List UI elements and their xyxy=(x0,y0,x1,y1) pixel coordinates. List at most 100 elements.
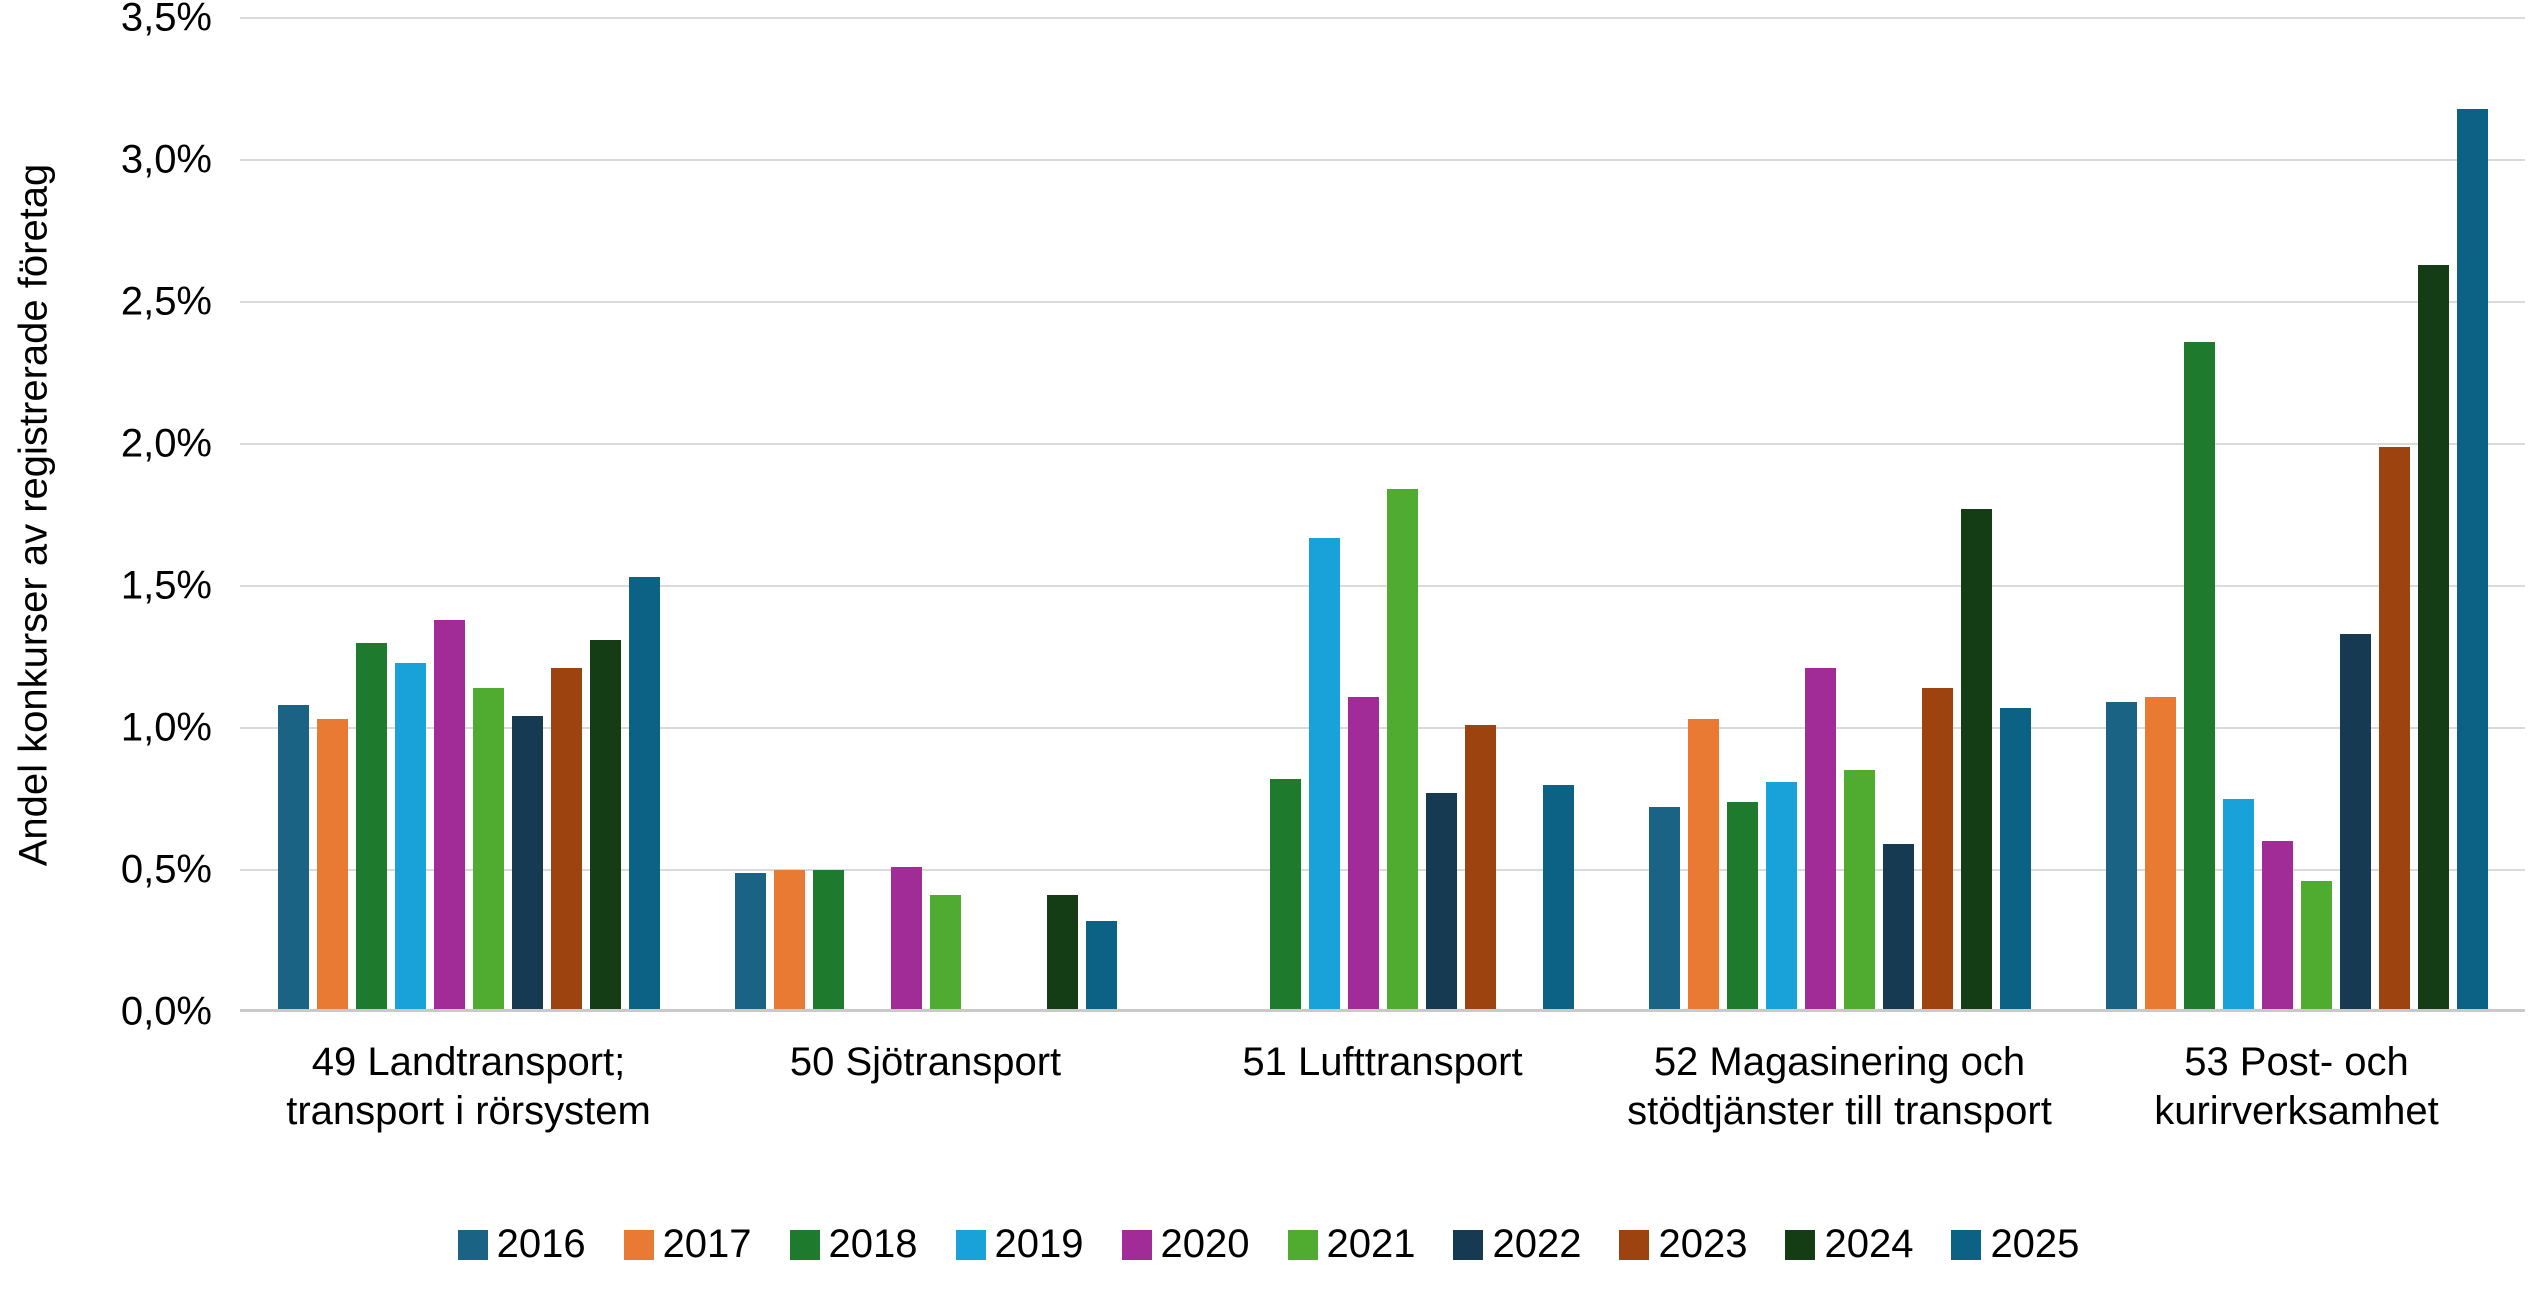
bar-2020 xyxy=(1804,668,1836,1009)
gridline-0,5% xyxy=(240,869,2525,871)
bar-2017 xyxy=(316,719,348,1009)
legend-label: 2025 xyxy=(1990,1222,2080,1266)
bar-2021 xyxy=(929,895,961,1009)
gridline-1,0% xyxy=(240,727,2525,729)
legend-swatch-icon xyxy=(789,1229,820,1260)
y-tick-label: 3,5% xyxy=(120,0,212,40)
legend-label: 2023 xyxy=(1658,1222,1748,1266)
legend-label: 2020 xyxy=(1160,1222,1250,1266)
legend-swatch-icon xyxy=(1951,1229,1982,1260)
bar-2020 xyxy=(433,620,465,1009)
bar-2019 xyxy=(394,663,426,1009)
gridline-3,0% xyxy=(240,159,2525,161)
bar-2022 xyxy=(511,716,543,1009)
bar-2018 xyxy=(355,643,387,1009)
bar-2017 xyxy=(2144,697,2176,1009)
legend-label: 2022 xyxy=(1492,1222,1582,1266)
legend-label: 2016 xyxy=(496,1222,586,1266)
legend-swatch-icon xyxy=(1785,1229,1816,1260)
bar-2024 xyxy=(1960,509,1992,1009)
legend-item-2024: 2024 xyxy=(1785,1222,1913,1267)
bar-2019 xyxy=(1765,782,1797,1009)
legend-item-2019: 2019 xyxy=(955,1222,1084,1267)
bar-2025 xyxy=(1999,708,2031,1009)
gridline-2,0% xyxy=(240,443,2525,445)
bar-2019 xyxy=(2222,799,2254,1009)
bar-2025 xyxy=(1085,921,1117,1009)
x-axis-category-labels: 49 Landtransport; transport i rörsystem 5… xyxy=(240,1038,2525,1136)
legend-item-2022: 2022 xyxy=(1453,1222,1581,1267)
legend-item-2016: 2016 xyxy=(457,1222,586,1267)
y-tick-label: 2,5% xyxy=(120,279,212,324)
bar-2024 xyxy=(2417,265,2449,1009)
bar-2019 xyxy=(1308,538,1340,1009)
bar-2017 xyxy=(1687,719,1719,1009)
bar-2018 xyxy=(1269,779,1301,1009)
bar-2025 xyxy=(628,577,660,1009)
x-category-label: 52 Magasinering och stödtjänster till tr… xyxy=(1627,1040,2052,1133)
bar-2022 xyxy=(1882,844,1914,1009)
legend-label: 2021 xyxy=(1326,1222,1416,1266)
bar-2018 xyxy=(2183,342,2215,1009)
legend-swatch-icon xyxy=(1121,1229,1152,1260)
y-axis-tick-labels: 0,0% 0,5% 1,0% 1,5% 2,0% 2,5% 3,0% 3,5% xyxy=(0,0,212,1034)
legend-label: 2019 xyxy=(994,1222,1084,1266)
legend-item-2025: 2025 xyxy=(1951,1222,2079,1267)
bar-2021 xyxy=(472,688,504,1009)
bar-2021 xyxy=(1386,489,1418,1009)
bar-group-5 xyxy=(2068,18,2525,1009)
bar-2017 xyxy=(773,870,805,1009)
legend-label: 2018 xyxy=(828,1222,918,1266)
bar-2025 xyxy=(2456,109,2488,1009)
x-category-label: 51 Lufttransport xyxy=(1242,1040,1523,1084)
plot-area xyxy=(240,17,2525,1012)
bar-2023 xyxy=(1464,725,1496,1009)
legend-item-2020: 2020 xyxy=(1121,1222,1250,1267)
y-tick-label: 2,0% xyxy=(120,421,212,466)
legend-item-2021: 2021 xyxy=(1287,1222,1416,1267)
bar-2016 xyxy=(277,705,309,1009)
bar-2016 xyxy=(734,873,766,1009)
bar-2023 xyxy=(1921,688,1953,1009)
legend-swatch-icon xyxy=(955,1229,986,1260)
legend-swatch-icon xyxy=(1453,1229,1484,1260)
bar-2020 xyxy=(2261,841,2293,1009)
legend-swatch-icon xyxy=(457,1229,488,1260)
gridline-2,5% xyxy=(240,301,2525,303)
bar-2024 xyxy=(589,640,621,1009)
bar-2023 xyxy=(550,668,582,1009)
bar-2024 xyxy=(1046,895,1078,1009)
legend-swatch-icon xyxy=(623,1229,654,1260)
legend-item-2018: 2018 xyxy=(789,1222,918,1267)
y-tick-label: 0,0% xyxy=(120,989,212,1034)
bar-2018 xyxy=(812,870,844,1009)
bar-2022 xyxy=(2339,634,2371,1009)
bar-group-3 xyxy=(1154,18,1611,1009)
gridline-3,5% xyxy=(240,17,2525,19)
bar-2018 xyxy=(1726,802,1758,1009)
bar-2021 xyxy=(2300,881,2332,1009)
legend-swatch-icon xyxy=(1619,1229,1650,1260)
x-category-label: 49 Landtransport; transport i rörsystem xyxy=(286,1040,651,1133)
bar-2021 xyxy=(1843,770,1875,1009)
bar-2016 xyxy=(1648,807,1680,1009)
y-tick-label: 1,5% xyxy=(120,563,212,608)
legend-item-2023: 2023 xyxy=(1619,1222,1747,1267)
legend: 2016 2017 2018 2019 2020 2021 2022 2023 2024 2025 xyxy=(0,1222,2537,1267)
bar-2016 xyxy=(2105,702,2137,1009)
y-tick-label: 0,5% xyxy=(120,847,212,892)
bar-2025 xyxy=(1542,785,1574,1009)
legend-item-2017: 2017 xyxy=(623,1222,752,1267)
bar-2023 xyxy=(2378,447,2410,1009)
y-tick-label: 1,0% xyxy=(120,705,212,750)
bar-group-4 xyxy=(1611,18,2068,1009)
bar-group-1 xyxy=(240,18,697,1009)
bar-2020 xyxy=(1347,697,1379,1009)
gridline-1,5% xyxy=(240,585,2525,587)
bar-2020 xyxy=(890,867,922,1009)
bar-2022 xyxy=(1425,793,1457,1009)
x-category-label: 50 Sjötransport xyxy=(789,1040,1062,1084)
legend-swatch-icon xyxy=(1287,1229,1318,1260)
bar-group-2 xyxy=(697,18,1154,1009)
